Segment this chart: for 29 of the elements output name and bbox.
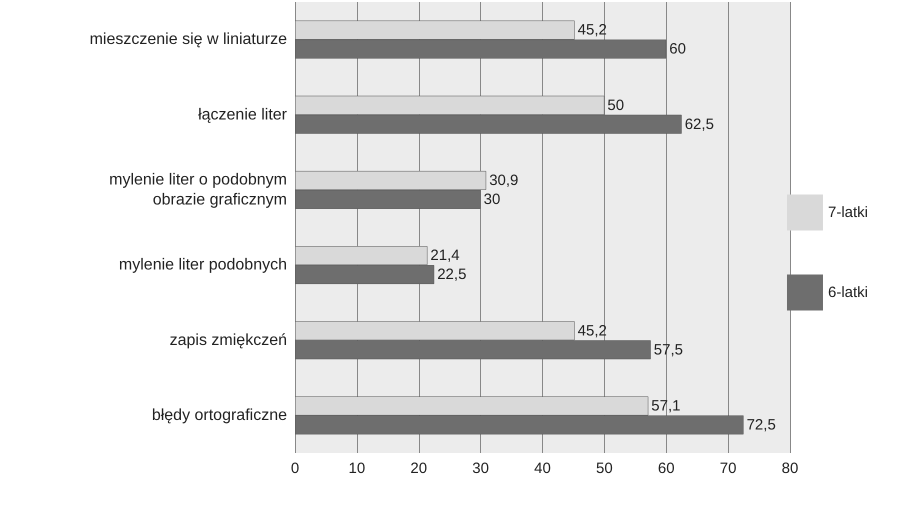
- data-label: 22,5: [437, 266, 466, 284]
- x-tick-label: 50: [596, 460, 613, 477]
- y-tick-label: mylenie liter o podobnym obrazie graficznym: [109, 171, 287, 208]
- data-label: 62,5: [684, 116, 714, 133]
- data-label: 57,1: [651, 397, 681, 414]
- x-tick-label: 70: [720, 460, 736, 477]
- data-label: 21,4: [430, 247, 460, 264]
- data-label: 60: [669, 40, 686, 58]
- y-tick-label: mieszczenie się w liniaturze: [90, 31, 288, 48]
- x-tick-label: 10: [348, 460, 366, 477]
- x-tick-label: 0: [290, 460, 300, 477]
- x-tick-label: 80: [782, 460, 798, 477]
- y-tick-label: mylenie liter podobnych: [118, 256, 287, 274]
- data-label: 45,2: [578, 22, 607, 39]
- legend-label: 7-latki: [828, 204, 868, 221]
- data-label: 57,5: [654, 341, 683, 358]
- data-label: 72,5: [746, 416, 776, 434]
- x-tick-label: 30: [472, 460, 489, 477]
- data-label: 45,2: [578, 322, 607, 340]
- data-label: 30,9: [489, 172, 518, 189]
- y-tick-label: zapis zmiękczeń: [170, 332, 287, 349]
- data-label: 30: [484, 190, 500, 208]
- x-tick-label: 60: [658, 460, 675, 477]
- data-label: 50: [607, 96, 624, 114]
- x-tick-label: 40: [534, 460, 551, 477]
- legend-label: 6-latki: [828, 284, 868, 301]
- x-tick-label: 20: [410, 460, 428, 477]
- y-tick-label: błędy ortograficzne: [152, 406, 288, 424]
- y-tick-label: łączenie liter: [198, 106, 288, 124]
